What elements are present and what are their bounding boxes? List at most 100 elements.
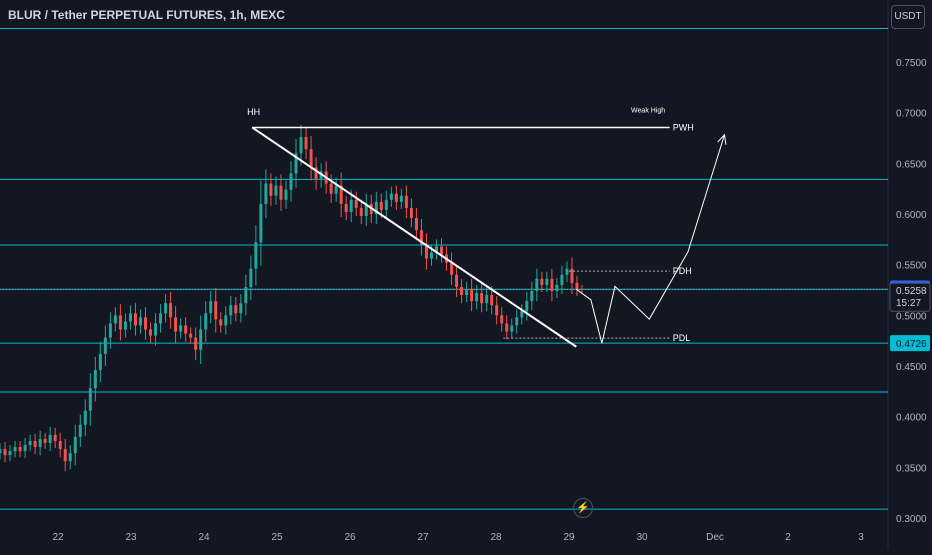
candle-body: [570, 268, 574, 283]
candle-body: [88, 388, 92, 411]
candle-body: [108, 323, 112, 338]
x-tick-label: 30: [636, 532, 648, 543]
candle-body: [38, 438, 42, 448]
x-tick-label: 24: [198, 532, 210, 543]
candle-body: [0, 449, 2, 454]
candle-body: [8, 451, 12, 456]
candle-body: [23, 445, 27, 452]
candle-body: [465, 288, 469, 296]
candle-body: [440, 246, 444, 255]
candle-body: [204, 313, 208, 330]
weak-high-label: Weak High: [631, 108, 665, 115]
candle-body: [28, 440, 32, 446]
candle-body: [259, 203, 263, 243]
candle-body: [565, 268, 569, 275]
y-tick-label: 0.7000: [896, 109, 927, 120]
candle-body: [490, 295, 494, 306]
y-tick-label: 0.5000: [896, 311, 927, 322]
candle-body: [379, 201, 383, 210]
y-tick-label: 0.4000: [896, 413, 927, 424]
candle-body: [249, 268, 253, 287]
candle-body: [429, 252, 433, 259]
candle-body: [184, 325, 188, 334]
candle-body: [319, 171, 323, 180]
candle-body: [214, 301, 218, 320]
candle-body: [68, 453, 72, 462]
y-tick-label: 0.3500: [896, 463, 927, 474]
candle-body: [63, 449, 67, 462]
x-tick-label: 25: [271, 532, 283, 543]
candle-body: [374, 201, 378, 214]
candle-body: [389, 193, 393, 200]
candle-body: [219, 319, 223, 326]
x-tick-label: 22: [52, 532, 64, 543]
level-price-badge: [890, 335, 930, 352]
chart-title: BLUR / Tether PERPETUAL FUTURES, 1h, MEX…: [8, 8, 285, 22]
x-tick-label: 3: [858, 532, 864, 543]
candle-body: [289, 173, 293, 190]
candle-body: [545, 278, 549, 285]
pwh-label: PWH: [673, 122, 694, 132]
candle-body: [540, 278, 544, 285]
candle-body: [384, 199, 388, 210]
countdown-label: 15:27: [896, 298, 921, 309]
lightning-icon[interactable]: ⚡: [573, 498, 593, 518]
last-price-box: [889, 282, 931, 312]
trendline: [251, 126, 577, 348]
candle-body: [515, 317, 519, 326]
candle-body: [154, 323, 158, 336]
candle-body: [470, 288, 474, 302]
candle-body: [93, 370, 97, 389]
candle-body: [78, 424, 82, 437]
candle-body: [334, 185, 338, 194]
last-price-label: 0.5258: [896, 286, 927, 297]
candle-body: [424, 244, 428, 259]
candle-body: [520, 311, 524, 318]
candle-body: [149, 329, 153, 336]
candle-body: [133, 313, 137, 326]
candle-body: [329, 183, 333, 194]
candle-body: [485, 295, 489, 304]
candle-body: [48, 434, 52, 444]
candle-body: [284, 189, 288, 200]
candle-body: [414, 218, 418, 231]
candle-body: [33, 440, 37, 448]
candle-body: [409, 207, 413, 219]
candle-body: [73, 436, 77, 454]
candle-body: [535, 278, 539, 292]
candle-body: [510, 325, 514, 332]
candle-body: [209, 301, 213, 314]
currency-button[interactable]: USDT: [891, 5, 925, 29]
candle-body: [354, 199, 358, 208]
y-tick-label: 0.6500: [896, 159, 927, 170]
candle-body: [169, 303, 173, 318]
candle-body: [475, 293, 479, 302]
candle-body: [550, 278, 554, 292]
candle-body: [239, 303, 243, 314]
candle-body: [344, 203, 348, 212]
candle-body: [269, 183, 273, 196]
level-price-value: 0.4726: [896, 339, 927, 350]
arrow-head-icon: [717, 133, 727, 145]
projection-path: [576, 134, 725, 344]
candle-body: [309, 149, 313, 168]
plot-background: [0, 0, 888, 550]
y-tick-label: 0.6000: [896, 210, 927, 221]
candle-body: [128, 313, 132, 322]
candle-body: [189, 333, 193, 338]
candle-body: [525, 301, 529, 312]
candle-body: [18, 447, 22, 452]
candle-body: [234, 305, 238, 314]
y-tick-label: 0.5500: [896, 261, 927, 272]
candle-body: [435, 246, 438, 253]
candle-body: [314, 167, 318, 180]
candle-body: [224, 315, 228, 326]
x-tick-label: 27: [417, 532, 429, 543]
candle-body: [103, 337, 107, 354]
hh-label: HH: [247, 107, 260, 117]
x-tick-label: 28: [490, 532, 502, 543]
x-tick-label: 29: [563, 532, 575, 543]
candle-body: [174, 317, 178, 332]
